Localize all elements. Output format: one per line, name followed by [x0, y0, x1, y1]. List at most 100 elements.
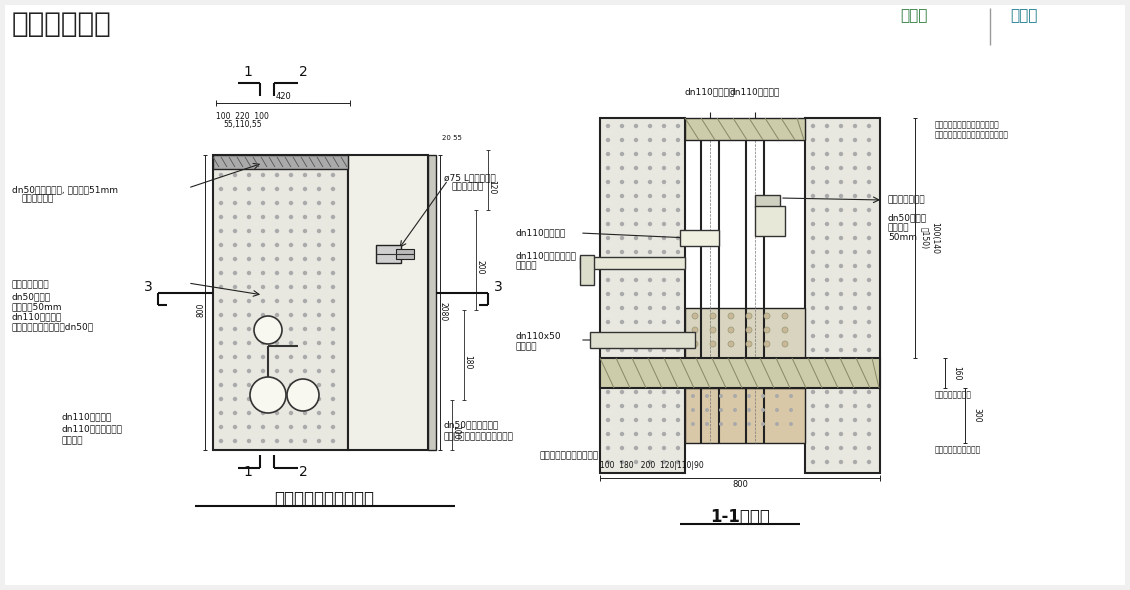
Circle shape: [825, 446, 829, 450]
Circle shape: [606, 208, 610, 212]
Circle shape: [316, 229, 321, 233]
Circle shape: [811, 138, 815, 142]
Circle shape: [219, 229, 224, 233]
Circle shape: [619, 334, 624, 338]
Circle shape: [275, 187, 279, 191]
Circle shape: [634, 222, 638, 226]
Circle shape: [838, 180, 843, 184]
Circle shape: [647, 320, 652, 324]
Circle shape: [825, 334, 829, 338]
Text: 立管穿板位置预埋止水节: 立管穿板位置预埋止水节: [540, 451, 599, 460]
Circle shape: [789, 408, 793, 412]
Circle shape: [647, 250, 652, 254]
Circle shape: [619, 292, 624, 296]
Circle shape: [853, 446, 858, 450]
Circle shape: [764, 341, 770, 347]
Circle shape: [634, 292, 638, 296]
Circle shape: [331, 313, 336, 317]
Circle shape: [838, 404, 843, 408]
Circle shape: [811, 320, 815, 324]
Circle shape: [782, 327, 788, 333]
Circle shape: [676, 292, 680, 296]
Circle shape: [233, 327, 237, 331]
Circle shape: [316, 341, 321, 345]
Circle shape: [853, 138, 858, 142]
Text: 3: 3: [494, 280, 503, 294]
Circle shape: [634, 390, 638, 394]
Circle shape: [676, 166, 680, 170]
Circle shape: [838, 348, 843, 352]
Circle shape: [662, 138, 667, 142]
Circle shape: [676, 152, 680, 156]
Circle shape: [316, 369, 321, 373]
Circle shape: [662, 376, 667, 380]
Circle shape: [647, 180, 652, 184]
Circle shape: [219, 215, 224, 219]
Circle shape: [606, 376, 610, 380]
Circle shape: [619, 376, 624, 380]
Bar: [600, 118, 685, 473]
Circle shape: [246, 201, 251, 205]
Text: 水封深度50mm: 水封深度50mm: [12, 302, 62, 311]
Circle shape: [261, 271, 266, 275]
Circle shape: [619, 362, 624, 366]
Circle shape: [867, 446, 871, 450]
Circle shape: [606, 432, 610, 436]
Circle shape: [634, 236, 638, 240]
Circle shape: [867, 334, 871, 338]
Text: ø75 L型隐藏地漏: ø75 L型隐藏地漏: [444, 173, 496, 182]
Bar: [685, 388, 805, 443]
Circle shape: [275, 215, 279, 219]
Text: 420: 420: [275, 92, 290, 101]
Circle shape: [233, 285, 237, 289]
Circle shape: [316, 327, 321, 331]
Circle shape: [261, 355, 266, 359]
Circle shape: [825, 390, 829, 394]
Circle shape: [219, 299, 224, 303]
Circle shape: [811, 432, 815, 436]
Circle shape: [606, 362, 610, 366]
Circle shape: [825, 278, 829, 282]
Circle shape: [246, 439, 251, 443]
Circle shape: [647, 390, 652, 394]
Circle shape: [647, 348, 652, 352]
Circle shape: [303, 439, 307, 443]
Circle shape: [619, 166, 624, 170]
Circle shape: [233, 243, 237, 247]
Circle shape: [838, 306, 843, 310]
Bar: [805, 118, 880, 473]
Circle shape: [219, 439, 224, 443]
Circle shape: [261, 257, 266, 261]
Circle shape: [289, 271, 293, 275]
Circle shape: [811, 376, 815, 380]
Circle shape: [261, 313, 266, 317]
Circle shape: [606, 348, 610, 352]
Circle shape: [838, 418, 843, 422]
Text: 1: 1: [244, 465, 252, 479]
Circle shape: [676, 334, 680, 338]
Circle shape: [853, 362, 858, 366]
Circle shape: [606, 404, 610, 408]
Circle shape: [303, 187, 307, 191]
Circle shape: [728, 327, 734, 333]
Circle shape: [331, 243, 336, 247]
Circle shape: [782, 313, 788, 319]
Circle shape: [634, 180, 638, 184]
Circle shape: [867, 208, 871, 212]
Circle shape: [811, 236, 815, 240]
Circle shape: [316, 173, 321, 177]
Circle shape: [647, 460, 652, 464]
Circle shape: [853, 404, 858, 408]
Text: （甲供材料）: （甲供材料）: [21, 194, 54, 203]
Circle shape: [289, 257, 293, 261]
Circle shape: [619, 194, 624, 198]
Circle shape: [606, 418, 610, 422]
Circle shape: [747, 422, 751, 426]
Circle shape: [303, 327, 307, 331]
Circle shape: [289, 201, 293, 205]
Circle shape: [606, 320, 610, 324]
Circle shape: [676, 432, 680, 436]
Circle shape: [316, 439, 321, 443]
Circle shape: [811, 166, 815, 170]
Circle shape: [811, 264, 815, 268]
